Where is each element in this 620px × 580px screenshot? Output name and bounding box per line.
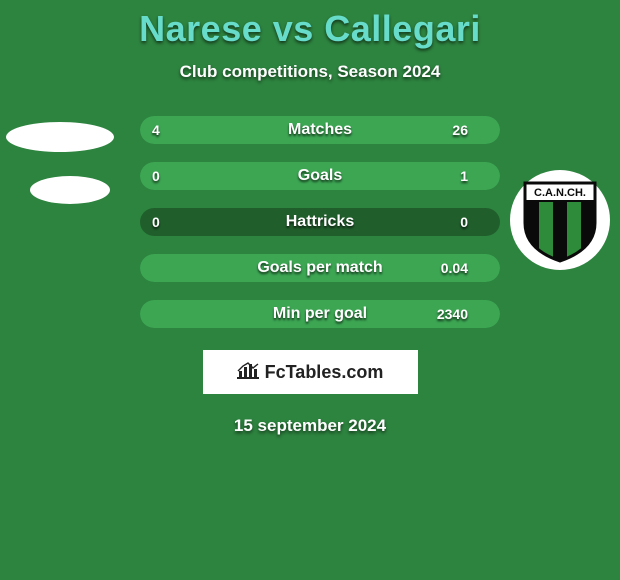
stat-row: 0.04Goals per match — [10, 254, 610, 282]
subtitle: Club competitions, Season 2024 — [0, 62, 620, 82]
player-placeholder-ellipse — [6, 122, 114, 152]
fctables-logo: FcTables.com — [203, 350, 418, 394]
stat-row: 2340Min per goal — [10, 300, 610, 328]
badge-text: C.A.N.CH. — [534, 187, 586, 199]
date-line: 15 september 2024 — [0, 416, 620, 436]
logo-text: FcTables.com — [265, 362, 384, 383]
comparison-card: Narese vs Callegari Club competitions, S… — [0, 0, 620, 580]
stat-label: Min per goal — [140, 300, 500, 328]
club-badge: C.A.N.CH. — [510, 170, 610, 270]
player-placeholder-ellipse — [30, 176, 110, 204]
page-title: Narese vs Callegari — [0, 0, 620, 50]
stat-label: Hattricks — [140, 208, 500, 236]
stat-label: Matches — [140, 116, 500, 144]
shield-icon: C.A.N.CH. — [521, 177, 599, 263]
stat-label: Goals — [140, 162, 500, 190]
bar-chart-icon — [237, 361, 259, 384]
stat-label: Goals per match — [140, 254, 500, 282]
